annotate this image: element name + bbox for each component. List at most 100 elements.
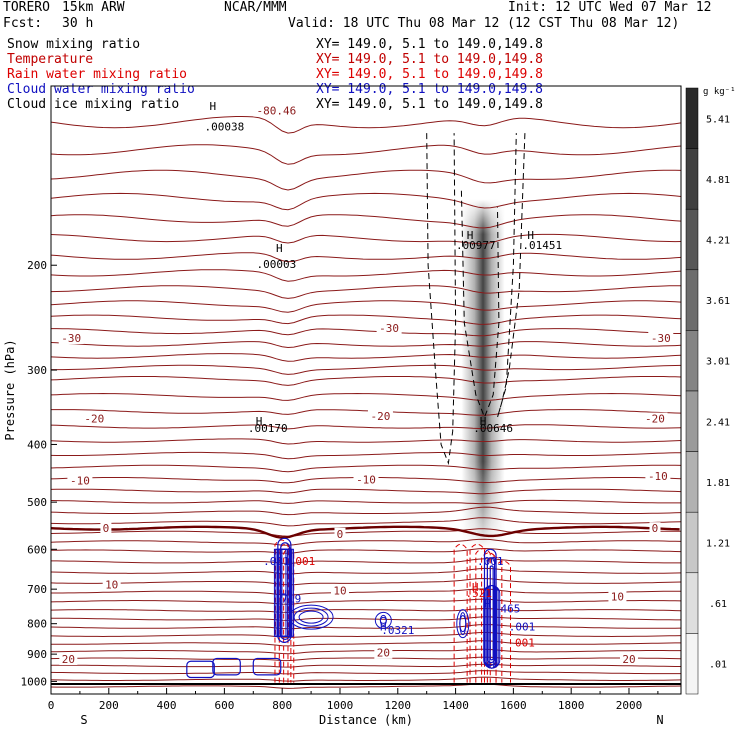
colorbar-label: 2.41	[706, 417, 730, 428]
maximum-value-label: .001	[509, 620, 536, 633]
y-axis-title: Pressure (hPa)	[3, 339, 17, 440]
cloud-water-contour	[252, 657, 282, 676]
high-marker: H	[280, 588, 287, 601]
high-marker: H	[276, 242, 283, 255]
maximum-value-label: .00170	[248, 422, 288, 435]
colorbar: 5.41 4.81 4.21 3.61 3.01 2.41 1.81 1.21 .61 .01 g …	[685, 87, 736, 695]
label-bg	[253, 104, 300, 117]
x-tick-label: 800	[272, 699, 292, 712]
label-bg	[81, 412, 107, 425]
label-bg	[645, 470, 671, 483]
temperature-label: -10	[356, 473, 376, 486]
isotherm	[51, 424, 681, 430]
plot-frame	[50, 85, 682, 695]
colorbar-label: .01	[709, 660, 727, 671]
maximum-value-label: .00977	[456, 239, 496, 252]
axes: 0 200 400 600 800 1000 1200 1400 1600 1800 2000200…	[3, 259, 664, 727]
colorbar-label: 1.81	[706, 478, 730, 489]
y-tick-label: 1000	[21, 675, 48, 688]
temperature-label: 10	[333, 584, 346, 597]
isotherm	[51, 392, 681, 402]
high-marker: H	[472, 581, 479, 594]
cloud-water-contour	[212, 657, 241, 676]
maximum-value-label: .00646	[473, 422, 513, 435]
isotherm	[51, 517, 681, 527]
y-tick-label: 200	[27, 259, 47, 272]
legend-xy: XY= 149.0, 5.1 to 149.0,149.8	[316, 37, 543, 52]
isotherm	[51, 233, 681, 245]
colorbar-label: .61	[709, 599, 727, 610]
isotherm	[51, 192, 681, 211]
x-tick-label: 1200	[385, 699, 412, 712]
colorbar-label: 4.21	[706, 236, 730, 247]
isotherm	[51, 588, 681, 596]
cloud-water-contour	[293, 607, 329, 627]
temperature-label: 20	[62, 653, 75, 666]
colorbar-swatch	[685, 87, 699, 149]
colorbar-swatch	[685, 269, 699, 331]
contour-labels: -80.46-30-30-30-20 -20 -20-10 -10 -100 0 010 10…	[58, 100, 674, 666]
isotherm	[51, 506, 681, 516]
label-bg	[374, 646, 393, 659]
y-tick-label: 700	[27, 583, 47, 596]
x-axis-title: Distance (km)	[319, 713, 413, 727]
label-bg	[642, 412, 668, 425]
high-marker: H	[210, 100, 217, 113]
isotherm	[51, 577, 681, 586]
y-tick-label: 900	[27, 648, 47, 661]
label-bg	[649, 522, 661, 535]
x-tick-label: 1000	[327, 699, 354, 712]
legend-item: Snow mixing ratio	[7, 37, 140, 52]
cloud-water-contour	[374, 611, 392, 629]
cloud-water-contour	[459, 615, 467, 633]
temperature-label: 0	[103, 522, 110, 535]
y-tick-label: 600	[27, 543, 47, 556]
rain-contour	[283, 548, 295, 683]
isotherm	[51, 376, 681, 386]
isotherm	[51, 623, 681, 630]
header-fcst-value: 30 h	[62, 16, 94, 31]
label-bg	[353, 473, 379, 486]
label-bg	[367, 409, 393, 422]
isotherm	[51, 676, 681, 682]
isotherm	[51, 670, 681, 675]
isotherm	[51, 328, 681, 337]
cloud-water-contour	[379, 616, 387, 624]
temperature-label: -20	[645, 413, 665, 426]
colorbar-swatch	[685, 511, 699, 574]
isotherm	[51, 169, 681, 191]
colorbar-label: 3.61	[706, 296, 730, 307]
zero-isotherm	[51, 525, 680, 539]
cloud-water-contour	[288, 604, 334, 630]
maximum-value-label: .00003	[257, 258, 297, 271]
legend-xy: XY= 149.0, 5.1 to 149.0,149.8	[316, 97, 543, 112]
label-bg	[102, 578, 121, 591]
temperature-label: 20	[622, 653, 635, 666]
isotherm	[51, 488, 681, 495]
colorbar-label: 4.81	[706, 175, 730, 186]
temperature-label: 20	[377, 647, 390, 660]
maximum-value-label: .0321	[381, 624, 414, 637]
maximum-value-label: 001	[515, 636, 535, 649]
isotherm	[51, 285, 681, 299]
colorbar-swatch	[685, 330, 699, 392]
isotherm	[51, 409, 681, 416]
isotherm	[51, 214, 681, 229]
label-bg	[619, 652, 638, 665]
maximum-value-label: 001	[295, 555, 315, 568]
isotherm	[51, 656, 681, 662]
label-bg	[334, 527, 346, 540]
x-tick-label: 600	[214, 699, 234, 712]
colorbar-swatch	[685, 148, 699, 210]
header-init: Init: 12 UTC Wed 07 Mar 12	[508, 0, 712, 15]
header-valid: Valid: 18 UTC Thu 08 Mar 12 (12 CST Thu …	[288, 16, 680, 31]
isotherm	[51, 341, 681, 349]
isotherm	[51, 353, 681, 362]
maximum-value-label: 465	[501, 603, 521, 616]
isotherm	[51, 598, 681, 605]
ice-contour	[497, 133, 526, 418]
isotherm	[51, 464, 681, 473]
isotherm	[51, 528, 681, 537]
